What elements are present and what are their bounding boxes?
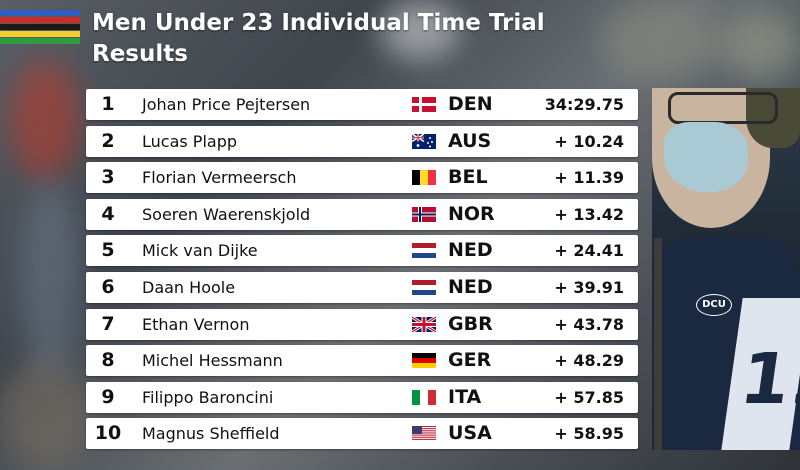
rank-number: 6	[101, 276, 115, 298]
nation-code: GBR	[448, 312, 493, 335]
nation-code: GER	[448, 349, 492, 372]
finish-time: + 39.91	[554, 278, 624, 297]
jersey-number: 11	[735, 338, 800, 420]
rank-number: 8	[101, 349, 115, 372]
denmark-flag	[412, 97, 436, 112]
finish-time: + 48.29	[554, 351, 624, 371]
rider-name: Ethan Vernon	[142, 314, 250, 334]
result-row: 3 Florian Vermeersch BEL + 11.39	[86, 162, 638, 194]
title-line-2: Results	[92, 41, 188, 67]
lanyard	[654, 238, 662, 450]
germany-flag	[412, 353, 436, 369]
nation-code: NED	[448, 239, 493, 262]
norway-flag	[412, 206, 436, 222]
finish-time: + 10.24	[554, 131, 624, 151]
netherlands-flag	[412, 280, 436, 295]
nation-code: NED	[448, 276, 493, 298]
rank-number: 10	[94, 422, 122, 445]
finish-time: + 13.42	[554, 204, 624, 224]
result-row: 7 Ethan Vernon GBR + 43.78	[86, 308, 638, 340]
rider-name: Daan Hoole	[142, 278, 236, 297]
finish-time: + 58.95	[554, 424, 624, 444]
rank-number: 2	[101, 129, 115, 152]
result-row: 5 Mick van Dijke NED + 24.41	[86, 235, 638, 267]
rank-number: 1	[101, 93, 115, 115]
rainbow-stripe	[0, 38, 80, 44]
rider-name: Florian Vermeersch	[142, 168, 297, 188]
uk-flag	[412, 316, 436, 332]
rainbow-stripe	[0, 24, 80, 30]
finish-time: + 11.39	[554, 168, 624, 188]
nation-code: AUS	[448, 129, 492, 152]
australia-flag	[412, 133, 436, 149]
face-mask	[664, 122, 748, 192]
nation-code: DEN	[448, 93, 493, 115]
usa-flag	[412, 426, 436, 442]
dcu-badge: DCU	[696, 294, 732, 316]
rank-number: 9	[101, 385, 115, 408]
rank-number: 5	[101, 239, 115, 262]
finish-time: + 24.41	[554, 241, 624, 261]
finish-time: + 57.85	[554, 387, 624, 407]
result-row: 10 Magnus Sheffield USA + 58.95	[86, 418, 638, 450]
result-row: 9 Filippo Baroncini ITA + 57.85	[86, 381, 638, 413]
result-row: 6 Daan Hoole NED + 39.91	[86, 272, 638, 303]
result-row: 2 Lucas Plapp AUS + 10.24	[86, 125, 638, 157]
rainbow-stripe	[0, 17, 80, 23]
results-title: Men Under 23 Individual Time Trial Resul…	[92, 8, 652, 70]
rider-name: Mick van Dijke	[142, 241, 258, 261]
belgium-flag	[412, 170, 436, 186]
nation-code: ITA	[448, 385, 482, 408]
result-row: 8 Michel Hessmann GER + 48.29	[86, 345, 638, 377]
rider-name: Lucas Plapp	[142, 131, 238, 151]
finish-time: 34:29.75	[544, 95, 624, 114]
rainbow-stripe	[0, 10, 80, 16]
rainbow-stripe	[0, 31, 80, 37]
glasses	[668, 92, 778, 124]
result-row: 4 Soeren Waerenskjold NOR + 13.42	[86, 198, 638, 230]
rank-number: 3	[101, 166, 115, 189]
rainbow-stripes-logo	[0, 10, 80, 44]
nation-code: USA	[448, 422, 492, 445]
camera-inset: DCU 11	[652, 88, 800, 450]
rider-name: Johan Price Pejtersen	[142, 95, 311, 114]
netherlands-flag	[412, 243, 436, 259]
nation-code: NOR	[448, 202, 495, 225]
rider-name: Filippo Baroncini	[142, 387, 274, 407]
title-line-1: Men Under 23 Individual Time Trial	[92, 10, 545, 36]
result-row: 1 Johan Price Pejtersen DEN 34:29.75	[86, 89, 638, 120]
rider-name: Soeren Waerenskjold	[142, 204, 311, 224]
rank-number: 4	[101, 202, 115, 225]
nation-code: BEL	[448, 166, 488, 189]
rank-number: 7	[101, 312, 115, 335]
rider-name: Magnus Sheffield	[142, 424, 280, 444]
rider-name: Michel Hessmann	[142, 351, 283, 371]
italy-flag	[412, 389, 436, 405]
finish-time: + 43.78	[554, 314, 624, 334]
